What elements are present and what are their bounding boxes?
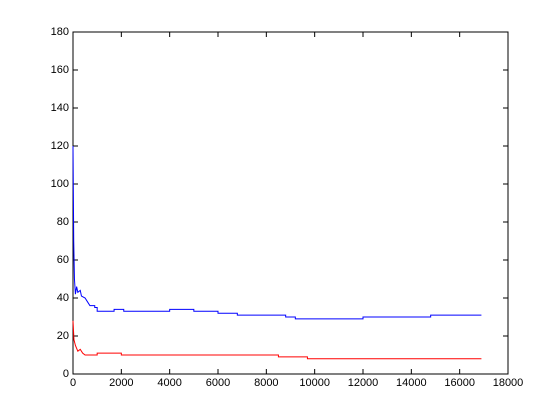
data-line: [72, 320, 482, 360]
y-tick-label: 140: [51, 102, 69, 114]
y-tick-label: 160: [51, 64, 69, 76]
x-tick-label: 4000: [157, 377, 181, 389]
y-tick-label: 120: [51, 140, 69, 152]
x-tick-label: 16000: [444, 377, 475, 389]
y-tick-label: 100: [51, 178, 69, 190]
y-tick-label: 80: [57, 216, 69, 228]
y-tick-label: 180: [51, 26, 69, 38]
x-tick-label: 10000: [299, 377, 330, 389]
x-tick-label: 14000: [396, 377, 427, 389]
x-tick-label: 6000: [206, 377, 230, 389]
x-tick-label: 12000: [348, 377, 379, 389]
x-tick-label: 2000: [109, 377, 133, 389]
y-tick-label: 20: [57, 330, 69, 342]
y-tick-label: 0: [63, 368, 69, 380]
plot-frame: [72, 31, 509, 375]
y-tick-label: 60: [57, 254, 69, 266]
x-tick-label: 0: [70, 377, 76, 389]
x-tick-label: 8000: [254, 377, 278, 389]
x-tick-label: 18000: [493, 377, 524, 389]
data-line: [72, 145, 482, 320]
y-tick-label: 40: [57, 292, 69, 304]
